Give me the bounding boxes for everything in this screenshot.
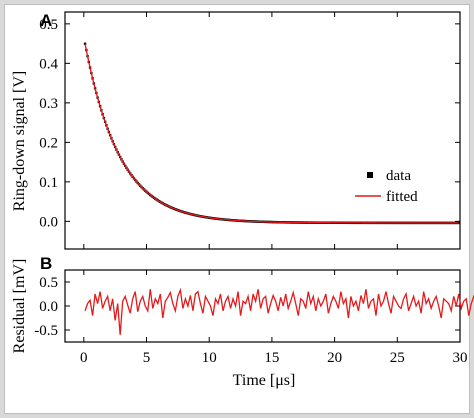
panel-b-ytick-label: 0.0 (39, 299, 58, 315)
panel-a-ylabel: Ring-down signal [V] (11, 71, 28, 211)
panel-b-ylabel: Residual [mV] (11, 259, 28, 354)
panel-b-ytick-label: 0.5 (39, 275, 58, 291)
panel-b-axes: -0.5 0.0 0.5 0 5 10 15 20 25 30 (34, 270, 468, 366)
panel-a-letter: A (40, 11, 52, 30)
legend-data-marker (367, 172, 373, 178)
panel-a-ytick-label: 0.1 (39, 175, 58, 191)
panel-b-xtick-label: 5 (143, 350, 151, 366)
panel-b-ytick-label: -0.5 (34, 323, 58, 339)
panel-b-xtick-label: 0 (80, 350, 88, 366)
panel-b-xtick-label: 30 (453, 350, 468, 366)
panel-a-ytick-label: 0.0 (39, 214, 58, 230)
residual-line (84, 287, 474, 335)
legend: data fitted (355, 168, 418, 205)
fitted-line (84, 43, 459, 224)
panel-b-xtick-label: 15 (264, 350, 279, 366)
panel-a-marks (83, 42, 460, 225)
panel-b-letter: B (40, 254, 52, 273)
legend-data-label: data (386, 168, 411, 184)
panel-a-frame (64, 11, 461, 250)
panel-b-xtick-label: 20 (327, 350, 342, 366)
panel-b-xtick-label: 10 (202, 350, 217, 366)
x-axis-title: Time [μs] (233, 372, 296, 389)
panel-b-frame (64, 269, 461, 343)
panel-b-xtick-label: 25 (390, 350, 405, 366)
legend-fitted-label: fitted (386, 189, 418, 205)
panel-a-ytick-label: 0.4 (39, 56, 58, 72)
panel-a-ytick-label: 0.5 (39, 17, 58, 33)
panel-a-ytick-label: 0.3 (39, 96, 58, 112)
panel-a-ytick-label: 0.2 (39, 135, 58, 151)
panel-a-axes: 0.0 0.1 0.2 0.3 0.4 0.5 (39, 12, 461, 249)
panel-b-marks (84, 287, 474, 335)
